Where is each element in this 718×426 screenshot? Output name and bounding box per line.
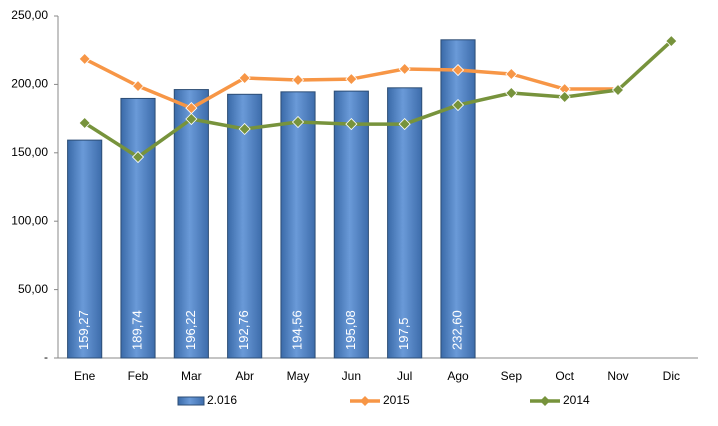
data-label: 189,74 [129,310,144,350]
data-label: 196,22 [183,310,198,350]
bar [173,89,209,359]
bar [120,97,156,359]
line [83,39,673,159]
x-tick-label: May [287,369,310,383]
legend-label: 2.016 [207,393,237,407]
marker [505,67,518,81]
x-tick-label: Dic [663,369,680,383]
bar [387,87,423,359]
x-tick-label: Jul [397,369,412,383]
legend-swatch [177,396,205,406]
data-label: 159,27 [76,310,91,350]
data-label: 197,5 [396,317,411,350]
x-tick-label: Jun [342,369,361,383]
y-tick-label: 100,00 [11,213,48,227]
marker [78,52,91,66]
marker [451,63,465,77]
marker [291,115,305,129]
bar [67,139,103,359]
y-tick-label: 200,00 [11,77,48,91]
marker [451,98,465,112]
marker [398,62,411,76]
data-label: 232,60 [449,310,464,350]
x-tick-label: Sep [501,369,523,383]
marker [345,72,358,86]
data-label: 194,56 [289,310,304,350]
marker [345,118,358,131]
x-tick-label: Feb [128,369,149,383]
data-label: 192,76 [236,310,251,350]
marker [611,83,625,97]
legend-label: 2015 [383,393,410,407]
marker [185,112,198,126]
bar [440,39,476,359]
marker [665,34,678,48]
marker [131,150,145,164]
legend-marker [360,396,370,406]
marker [558,90,571,104]
marker [398,118,411,131]
marker [78,116,91,130]
x-tick-label: Mar [181,369,202,383]
y-tick-label: 250,00 [11,8,48,22]
bar [227,93,263,359]
y-tick-label: - [44,350,48,364]
x-tick-label: Nov [607,369,628,383]
legend-marker [540,396,550,406]
x-tick-label: Ago [447,369,469,383]
data-label: 195,08 [343,310,358,350]
x-tick-label: Abr [235,369,254,383]
marker [238,122,251,136]
marker [291,73,305,87]
y-tick-label: 50,00 [18,282,48,296]
bar [280,91,316,359]
legend-label: 2014 [563,393,590,407]
y-tick-label: 150,00 [11,145,48,159]
x-tick-label: Ene [74,369,96,383]
marker [238,71,251,85]
bar [333,90,369,359]
x-tick-label: Oct [555,369,574,383]
marker [131,79,145,93]
marker [505,86,518,100]
